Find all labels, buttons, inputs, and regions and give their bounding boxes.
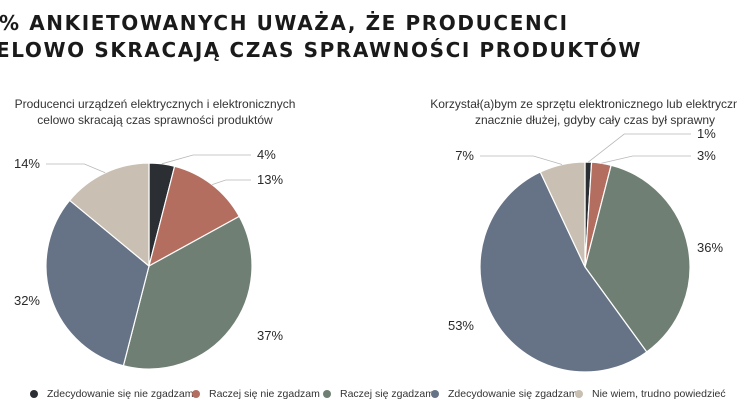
legend-label: Nie wiem, trudno powiedzieć (592, 388, 726, 400)
legend-item-disagree: Raczej się nie zgadzam (192, 388, 320, 400)
left-chart-title: Producenci urządzeń elektrycznych i elek… (10, 96, 300, 128)
headline: % ANKIETOWANYCH UWAŻA, ŻE PRODUCENCI ELO… (0, 10, 737, 64)
right-chart-title: Korzystał(a)bym ze sprzętu elektroniczne… (430, 96, 737, 128)
legend-swatch (323, 390, 331, 398)
legend-item-agree: Raczej się zgadzam (323, 388, 434, 400)
legend-item-dont-know: Nie wiem, trudno powiedzieć (575, 388, 726, 400)
chart1-label-strongly-agree: 32% (14, 293, 40, 308)
headline-line-1: % ANKIETOWANYCH UWAŻA, ŻE PRODUCENCI (0, 11, 569, 35)
legend-label: Zdecydowanie się nie zgadzam (47, 388, 194, 400)
chart2-label-dont-know: 7% (455, 148, 474, 163)
chart2-leader-strongly-disagree (588, 133, 691, 163)
chart1-leader-disagree (212, 179, 251, 185)
legend-item-strongly-disagree: Zdecydowanie się nie zgadzam (30, 388, 194, 400)
legend-label: Zdecydowanie się zgadzam (448, 388, 578, 400)
chart2-label-strongly-disagree: 1% (697, 126, 716, 141)
chart2-slice-strongly-agree (479, 171, 648, 373)
chart1-label-dont-know: 14% (14, 156, 40, 171)
headline-line-2: ELOWO SKRACAJĄ CZAS SPRAWNOŚCI PRODUKTÓW (0, 38, 643, 62)
left-chart-title-line-2: celowo skracają czas sprawności produktó… (37, 113, 273, 127)
chart1-label-strongly-disagree: 4% (257, 147, 276, 162)
left-chart-title-line-1: Producenci urządzeń elektrycznych i elek… (14, 97, 296, 111)
legend-swatch (431, 390, 439, 398)
chart2-leader-dont-know (480, 155, 563, 165)
chart1-slice-strongly-agree (45, 199, 150, 367)
legend-swatch (30, 390, 38, 398)
right-chart-title-line-1: Korzystał(a)bym ze sprzętu elektroniczne… (430, 97, 737, 111)
chart1-slice-dont-know (68, 162, 150, 268)
chart1-label-agree: 37% (257, 328, 283, 343)
right-chart-title-line-2: znacznie dłużej, gdyby cały czas był spr… (474, 113, 716, 127)
chart1-leader-dont-know (46, 163, 106, 174)
legend-swatch (575, 390, 583, 398)
chart1-label-disagree: 13% (257, 172, 283, 187)
chart1-slice-agree (122, 215, 253, 370)
legend-label: Raczej się nie zgadzam (209, 388, 320, 400)
chart2-label-agree: 36% (697, 240, 723, 255)
legend-item-strongly-agree: Zdecydowanie się zgadzam (431, 388, 578, 400)
legend: Zdecydowanie się nie zgadzam Raczej się … (0, 388, 737, 408)
chart2-label-disagree: 3% (697, 148, 716, 163)
chart2-leader-disagree (601, 155, 691, 164)
chart2-label-strongly-agree: 53% (448, 318, 474, 333)
chart2-slice-agree (584, 164, 691, 353)
legend-label: Raczej się zgadzam (340, 388, 434, 400)
chart1-leader-strongly-disagree (161, 154, 251, 165)
legend-swatch (192, 390, 200, 398)
